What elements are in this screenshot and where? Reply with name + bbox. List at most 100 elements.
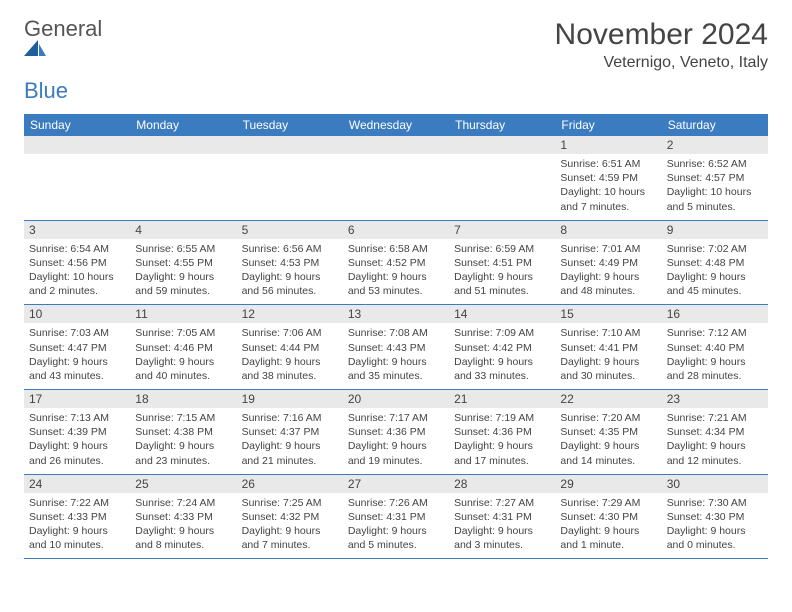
calendar-cell	[449, 136, 555, 220]
day-number	[24, 136, 130, 154]
daylight-text: Daylight: 9 hours and 23 minutes.	[135, 439, 231, 467]
sunrise-text: Sunrise: 7:02 AM	[667, 242, 763, 256]
day-info: Sunrise: 7:20 AMSunset: 4:35 PMDaylight:…	[555, 408, 661, 474]
calendar-cell: 27Sunrise: 7:26 AMSunset: 4:31 PMDayligh…	[343, 474, 449, 559]
day-header: Saturday	[662, 114, 768, 136]
day-number: 24	[24, 475, 130, 493]
sunset-text: Sunset: 4:38 PM	[135, 425, 231, 439]
day-number: 8	[555, 221, 661, 239]
day-number: 12	[237, 305, 343, 323]
day-number: 13	[343, 305, 449, 323]
calendar-week-row: 17Sunrise: 7:13 AMSunset: 4:39 PMDayligh…	[24, 390, 768, 475]
daylight-text: Daylight: 9 hours and 14 minutes.	[560, 439, 656, 467]
day-info: Sunrise: 7:13 AMSunset: 4:39 PMDaylight:…	[24, 408, 130, 474]
sunset-text: Sunset: 4:47 PM	[29, 341, 125, 355]
calendar-cell: 12Sunrise: 7:06 AMSunset: 4:44 PMDayligh…	[237, 305, 343, 390]
sunrise-text: Sunrise: 7:22 AM	[29, 496, 125, 510]
calendar-cell: 16Sunrise: 7:12 AMSunset: 4:40 PMDayligh…	[662, 305, 768, 390]
day-number: 9	[662, 221, 768, 239]
day-number: 25	[130, 475, 236, 493]
day-number: 1	[555, 136, 661, 154]
daylight-text: Daylight: 9 hours and 38 minutes.	[242, 355, 338, 383]
sunset-text: Sunset: 4:57 PM	[667, 171, 763, 185]
day-number: 28	[449, 475, 555, 493]
calendar-cell: 25Sunrise: 7:24 AMSunset: 4:33 PMDayligh…	[130, 474, 236, 559]
daylight-text: Daylight: 9 hours and 26 minutes.	[29, 439, 125, 467]
day-info: Sunrise: 6:51 AMSunset: 4:59 PMDaylight:…	[555, 154, 661, 220]
day-info: Sunrise: 7:17 AMSunset: 4:36 PMDaylight:…	[343, 408, 449, 474]
day-number: 3	[24, 221, 130, 239]
sunset-text: Sunset: 4:59 PM	[560, 171, 656, 185]
day-info: Sunrise: 6:54 AMSunset: 4:56 PMDaylight:…	[24, 239, 130, 305]
day-number: 26	[237, 475, 343, 493]
daylight-text: Daylight: 9 hours and 40 minutes.	[135, 355, 231, 383]
sunset-text: Sunset: 4:31 PM	[454, 510, 550, 524]
day-info	[237, 154, 343, 212]
day-number: 19	[237, 390, 343, 408]
location: Veternigo, Veneto, Italy	[555, 54, 768, 72]
brand-logo: General Blue	[24, 18, 102, 102]
day-info: Sunrise: 7:21 AMSunset: 4:34 PMDaylight:…	[662, 408, 768, 474]
daylight-text: Daylight: 9 hours and 5 minutes.	[348, 524, 444, 552]
calendar-cell: 5Sunrise: 6:56 AMSunset: 4:53 PMDaylight…	[237, 220, 343, 305]
sunset-text: Sunset: 4:51 PM	[454, 256, 550, 270]
day-info: Sunrise: 7:06 AMSunset: 4:44 PMDaylight:…	[237, 323, 343, 389]
day-info: Sunrise: 7:08 AMSunset: 4:43 PMDaylight:…	[343, 323, 449, 389]
day-number	[449, 136, 555, 154]
calendar-cell: 21Sunrise: 7:19 AMSunset: 4:36 PMDayligh…	[449, 390, 555, 475]
day-number: 5	[237, 221, 343, 239]
day-number	[130, 136, 236, 154]
calendar-cell: 30Sunrise: 7:30 AMSunset: 4:30 PMDayligh…	[662, 474, 768, 559]
day-info	[130, 154, 236, 212]
header: General Blue November 2024 Veternigo, Ve…	[24, 18, 768, 102]
daylight-text: Daylight: 9 hours and 45 minutes.	[667, 270, 763, 298]
sunset-text: Sunset: 4:31 PM	[348, 510, 444, 524]
daylight-text: Daylight: 9 hours and 19 minutes.	[348, 439, 444, 467]
calendar-cell	[343, 136, 449, 220]
calendar-cell: 22Sunrise: 7:20 AMSunset: 4:35 PMDayligh…	[555, 390, 661, 475]
sunset-text: Sunset: 4:30 PM	[667, 510, 763, 524]
day-info: Sunrise: 6:55 AMSunset: 4:55 PMDaylight:…	[130, 239, 236, 305]
day-info: Sunrise: 7:05 AMSunset: 4:46 PMDaylight:…	[130, 323, 236, 389]
sunrise-text: Sunrise: 7:09 AM	[454, 326, 550, 340]
sunrise-text: Sunrise: 7:12 AM	[667, 326, 763, 340]
sunrise-text: Sunrise: 7:29 AM	[560, 496, 656, 510]
calendar-cell: 24Sunrise: 7:22 AMSunset: 4:33 PMDayligh…	[24, 474, 130, 559]
daylight-text: Daylight: 9 hours and 17 minutes.	[454, 439, 550, 467]
calendar-cell: 20Sunrise: 7:17 AMSunset: 4:36 PMDayligh…	[343, 390, 449, 475]
daylight-text: Daylight: 9 hours and 7 minutes.	[242, 524, 338, 552]
calendar-cell: 23Sunrise: 7:21 AMSunset: 4:34 PMDayligh…	[662, 390, 768, 475]
daylight-text: Daylight: 9 hours and 53 minutes.	[348, 270, 444, 298]
brand-text: General Blue	[24, 18, 102, 102]
sunset-text: Sunset: 4:52 PM	[348, 256, 444, 270]
daylight-text: Daylight: 9 hours and 48 minutes.	[560, 270, 656, 298]
sunset-text: Sunset: 4:42 PM	[454, 341, 550, 355]
sunset-text: Sunset: 4:36 PM	[454, 425, 550, 439]
calendar-table: Sunday Monday Tuesday Wednesday Thursday…	[24, 114, 768, 559]
day-info: Sunrise: 6:56 AMSunset: 4:53 PMDaylight:…	[237, 239, 343, 305]
day-info: Sunrise: 7:26 AMSunset: 4:31 PMDaylight:…	[343, 493, 449, 559]
sunrise-text: Sunrise: 7:26 AM	[348, 496, 444, 510]
calendar-cell: 13Sunrise: 7:08 AMSunset: 4:43 PMDayligh…	[343, 305, 449, 390]
calendar-cell: 14Sunrise: 7:09 AMSunset: 4:42 PMDayligh…	[449, 305, 555, 390]
daylight-text: Daylight: 10 hours and 2 minutes.	[29, 270, 125, 298]
sunrise-text: Sunrise: 7:15 AM	[135, 411, 231, 425]
daylight-text: Daylight: 10 hours and 7 minutes.	[560, 185, 656, 213]
sunset-text: Sunset: 4:41 PM	[560, 341, 656, 355]
sunset-text: Sunset: 4:46 PM	[135, 341, 231, 355]
sunrise-text: Sunrise: 6:58 AM	[348, 242, 444, 256]
sunset-text: Sunset: 4:30 PM	[560, 510, 656, 524]
sail-icon	[24, 40, 102, 58]
calendar-cell: 9Sunrise: 7:02 AMSunset: 4:48 PMDaylight…	[662, 220, 768, 305]
calendar-cell: 3Sunrise: 6:54 AMSunset: 4:56 PMDaylight…	[24, 220, 130, 305]
daylight-text: Daylight: 9 hours and 10 minutes.	[29, 524, 125, 552]
calendar-cell	[24, 136, 130, 220]
day-header: Tuesday	[237, 114, 343, 136]
day-number: 17	[24, 390, 130, 408]
day-info: Sunrise: 7:22 AMSunset: 4:33 PMDaylight:…	[24, 493, 130, 559]
sunrise-text: Sunrise: 7:05 AM	[135, 326, 231, 340]
sunset-text: Sunset: 4:32 PM	[242, 510, 338, 524]
daylight-text: Daylight: 9 hours and 1 minute.	[560, 524, 656, 552]
day-number: 2	[662, 136, 768, 154]
day-header: Wednesday	[343, 114, 449, 136]
